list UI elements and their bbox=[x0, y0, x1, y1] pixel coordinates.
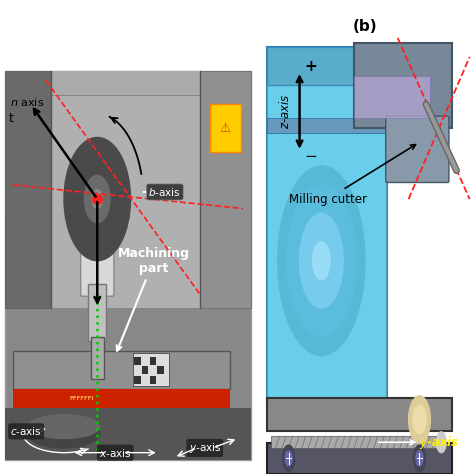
Circle shape bbox=[413, 445, 426, 472]
Bar bbox=[210, 104, 241, 152]
Bar bbox=[200, 71, 251, 308]
FancyBboxPatch shape bbox=[267, 47, 387, 85]
Circle shape bbox=[285, 451, 292, 466]
Text: −: − bbox=[304, 149, 317, 164]
Ellipse shape bbox=[28, 419, 100, 448]
Text: $y$-axis: $y$-axis bbox=[189, 441, 221, 455]
Text: Machining
part: Machining part bbox=[117, 246, 190, 351]
Bar bbox=[150, 376, 156, 384]
Bar bbox=[5, 71, 251, 460]
Circle shape bbox=[92, 190, 102, 209]
Text: $n$ axis: $n$ axis bbox=[10, 96, 45, 108]
Text: ⚠: ⚠ bbox=[219, 121, 231, 135]
Circle shape bbox=[283, 445, 295, 472]
Text: $y$-axis: $y$-axis bbox=[379, 434, 460, 451]
Text: $c$-axis: $c$-axis bbox=[10, 425, 45, 438]
Text: +: + bbox=[304, 59, 317, 74]
Circle shape bbox=[437, 432, 446, 453]
Bar bbox=[157, 366, 164, 374]
Circle shape bbox=[409, 396, 430, 443]
Circle shape bbox=[84, 175, 110, 223]
Bar bbox=[142, 366, 148, 374]
FancyBboxPatch shape bbox=[91, 337, 104, 379]
Circle shape bbox=[64, 137, 130, 261]
Circle shape bbox=[286, 185, 356, 337]
Bar bbox=[13, 389, 230, 408]
Bar bbox=[51, 95, 243, 308]
Bar bbox=[5, 71, 51, 308]
Circle shape bbox=[416, 451, 423, 466]
Bar bbox=[13, 351, 230, 389]
FancyBboxPatch shape bbox=[267, 47, 387, 403]
Bar bbox=[271, 436, 441, 448]
Bar bbox=[133, 353, 169, 386]
FancyBboxPatch shape bbox=[267, 47, 387, 403]
Bar bbox=[5, 71, 251, 213]
Text: $z$-axis: $z$-axis bbox=[278, 93, 292, 129]
FancyBboxPatch shape bbox=[88, 284, 106, 341]
FancyBboxPatch shape bbox=[267, 398, 452, 431]
Circle shape bbox=[300, 213, 343, 308]
Text: FFFFFFI: FFFFFFI bbox=[70, 396, 94, 401]
FancyBboxPatch shape bbox=[386, 116, 449, 182]
Ellipse shape bbox=[28, 415, 100, 438]
Bar bbox=[5, 408, 251, 460]
Text: $x$-axis: $x$-axis bbox=[99, 447, 131, 459]
Text: t: t bbox=[9, 112, 14, 125]
FancyBboxPatch shape bbox=[267, 443, 452, 474]
FancyBboxPatch shape bbox=[354, 76, 430, 118]
FancyBboxPatch shape bbox=[81, 197, 114, 296]
Bar bbox=[150, 357, 156, 365]
Text: Milling cutter: Milling cutter bbox=[289, 145, 416, 206]
Bar bbox=[135, 357, 141, 365]
FancyBboxPatch shape bbox=[354, 43, 452, 128]
Text: $b$-axis: $b$-axis bbox=[143, 186, 181, 198]
Circle shape bbox=[413, 405, 426, 434]
Text: (b): (b) bbox=[353, 19, 377, 34]
Bar bbox=[267, 118, 387, 133]
Circle shape bbox=[278, 166, 365, 356]
Circle shape bbox=[313, 242, 330, 280]
Bar bbox=[135, 376, 141, 384]
